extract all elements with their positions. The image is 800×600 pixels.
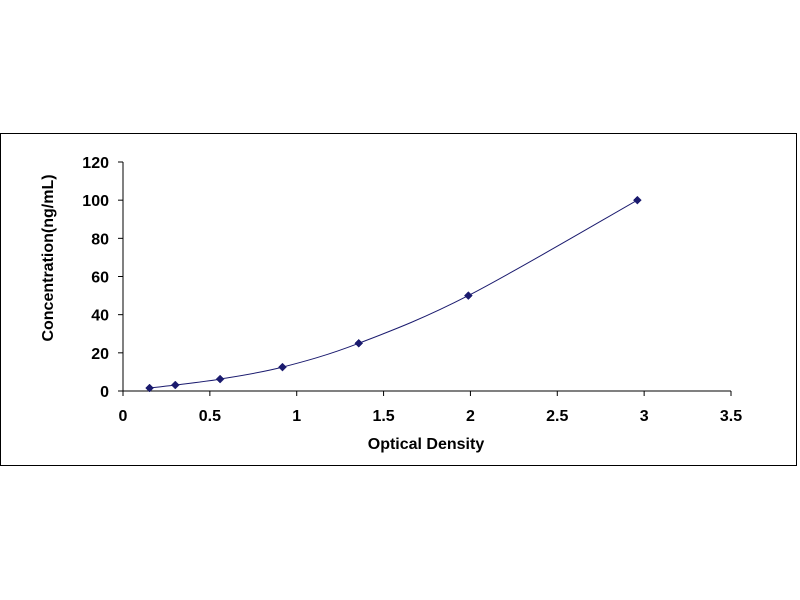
- x-tick-label: 2: [466, 408, 475, 425]
- data-point: [170, 380, 180, 390]
- x-tick-label: 2.5: [546, 408, 568, 425]
- x-axis-ticks: 0 0.5 1 1.5 2 2.5 3 3.5: [119, 391, 742, 425]
- data-point: [354, 338, 364, 348]
- y-tick-label: 40: [91, 308, 109, 325]
- y-axis-ticks: 0 20 40 60 80 100 120: [82, 155, 123, 401]
- x-axis-label: Optical Density: [368, 436, 485, 453]
- data-point: [145, 383, 154, 393]
- x-tick-label: 0: [119, 408, 128, 425]
- x-tick-label: 1: [292, 408, 301, 425]
- fit-curve: [149, 199, 638, 389]
- data-points: [145, 195, 642, 393]
- x-tick-label: 3: [640, 408, 649, 425]
- y-tick-label: 0: [100, 384, 109, 401]
- x-tick-label: 1.5: [372, 408, 394, 425]
- y-tick-label: 100: [82, 193, 109, 210]
- data-point: [633, 195, 642, 205]
- y-tick-label: 20: [91, 346, 109, 363]
- x-tick-label: 3.5: [720, 408, 742, 425]
- y-tick-label: 120: [82, 155, 109, 172]
- standard-curve-chart: 0 20 40 60 80 100 120 0 0.5 1 1.5 2 2.5 3 3.5 Optical…: [40, 155, 742, 453]
- y-axis-label: Concentration(ng/mL): [40, 174, 57, 341]
- data-point: [215, 374, 225, 384]
- axes: [122, 162, 731, 392]
- x-tick-label: 0.5: [199, 408, 221, 425]
- y-tick-label: 60: [91, 270, 109, 287]
- y-tick-label: 80: [91, 231, 109, 248]
- data-point: [278, 362, 287, 372]
- data-point: [463, 291, 473, 300]
- chart-frame: 0 20 40 60 80 100 120 0 0.5 1 1.5 2 2.5 3 3.5 Optical…: [0, 133, 797, 466]
